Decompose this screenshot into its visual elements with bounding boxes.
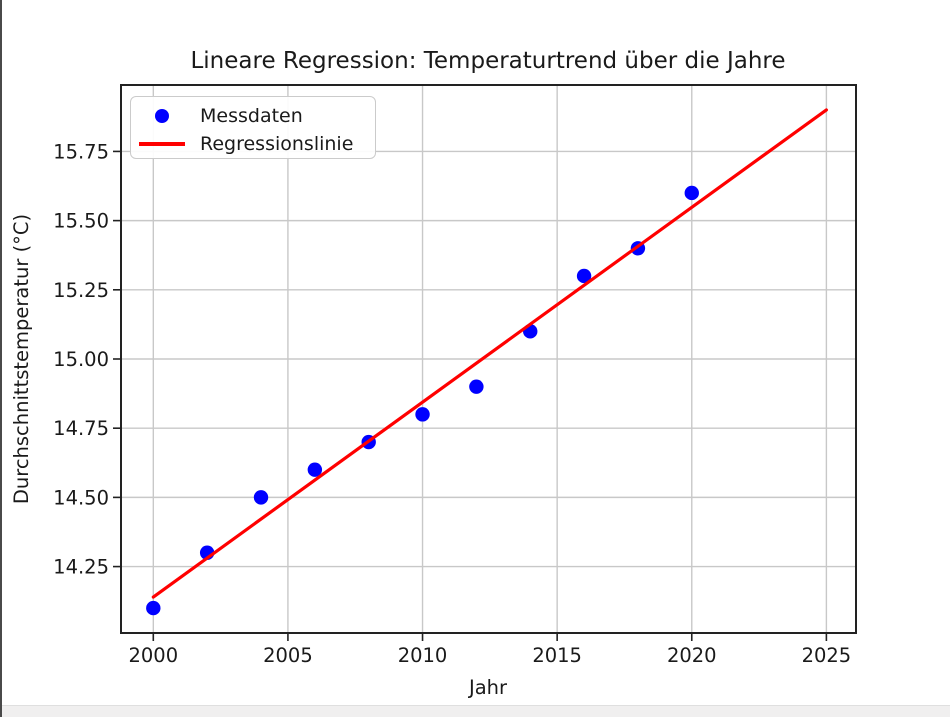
x-axis-label: Jahr bbox=[467, 676, 508, 699]
tick-marks bbox=[113, 150, 828, 641]
x-tick-label: 2005 bbox=[263, 644, 313, 667]
data-point bbox=[684, 185, 699, 201]
y-tick-label: 14.75 bbox=[53, 417, 109, 440]
grid-lines bbox=[121, 85, 856, 633]
window-bottom-bar bbox=[0, 705, 950, 717]
x-tick-label: 2020 bbox=[667, 644, 717, 667]
axes-spines bbox=[120, 84, 857, 634]
y-tick-label: 15.25 bbox=[53, 279, 109, 302]
y-tick-label: 15.00 bbox=[53, 348, 109, 371]
legend-label-messdaten: Messdaten bbox=[200, 105, 303, 127]
y-axis-label: Durchschnittstemperatur (°C) bbox=[10, 214, 33, 504]
window-border-left bbox=[0, 0, 2, 717]
x-tick-label: 2000 bbox=[128, 644, 178, 667]
data-point bbox=[146, 600, 161, 616]
legend: Messdaten Regressionslinie bbox=[130, 96, 376, 159]
chart-title: Lineare Regression: Temperaturtrend über… bbox=[190, 48, 785, 74]
x-tick-label: 2010 bbox=[398, 644, 448, 667]
y-tick-label: 14.25 bbox=[53, 556, 109, 579]
x-tick-label: 2025 bbox=[802, 644, 852, 667]
data-point bbox=[576, 268, 592, 284]
data-layer bbox=[146, 108, 828, 616]
scatter-marker-icon bbox=[155, 109, 169, 123]
regression-line-icon bbox=[139, 142, 185, 146]
y-tick-label: 15.50 bbox=[53, 210, 109, 233]
tick-labels: 2000 2005 2010 2015 2020 2025 14.25 14.50 14.75 1… bbox=[53, 140, 851, 667]
regression-line bbox=[151, 108, 828, 599]
data-point bbox=[307, 462, 323, 477]
data-point bbox=[253, 490, 269, 505]
y-tick-label: 15.75 bbox=[53, 140, 109, 163]
x-tick-label: 2015 bbox=[532, 644, 582, 667]
data-point bbox=[469, 379, 484, 394]
legend-item-messdaten: Messdaten bbox=[139, 102, 375, 130]
y-tick-label: 14.50 bbox=[53, 486, 109, 509]
plot-border bbox=[120, 84, 857, 634]
legend-label-regressionslinie: Regressionslinie bbox=[200, 133, 354, 155]
data-point bbox=[415, 407, 430, 422]
legend-item-regressionslinie: Regressionslinie bbox=[139, 130, 375, 158]
